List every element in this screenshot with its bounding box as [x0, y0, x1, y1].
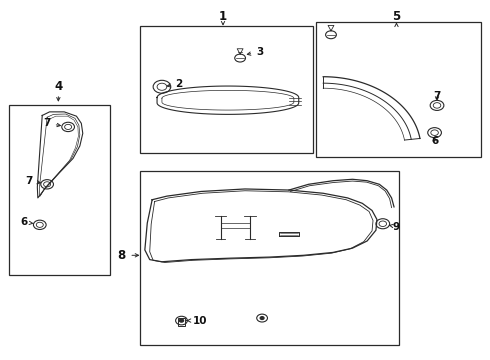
Bar [9, 105, 110, 275]
Text: 7: 7 [433, 91, 441, 101]
Text: 10: 10 [187, 316, 207, 325]
Circle shape [260, 317, 264, 319]
Text: 4: 4 [54, 80, 63, 93]
Text: 1: 1 [219, 10, 227, 23]
Text: 7: 7 [25, 176, 40, 186]
Text: 2: 2 [167, 79, 183, 89]
Bar [177, 318, 185, 326]
Text: 6: 6 [21, 217, 33, 227]
Text: 5: 5 [392, 10, 401, 23]
Bar [140, 26, 314, 153]
Circle shape [179, 319, 184, 322]
Bar [140, 171, 399, 345]
Text: 6: 6 [431, 136, 438, 146]
Bar [316, 22, 481, 157]
Text: 7: 7 [44, 118, 60, 128]
Text: 9: 9 [390, 222, 400, 231]
Text: 3: 3 [247, 46, 263, 57]
Text: 8: 8 [118, 249, 126, 262]
